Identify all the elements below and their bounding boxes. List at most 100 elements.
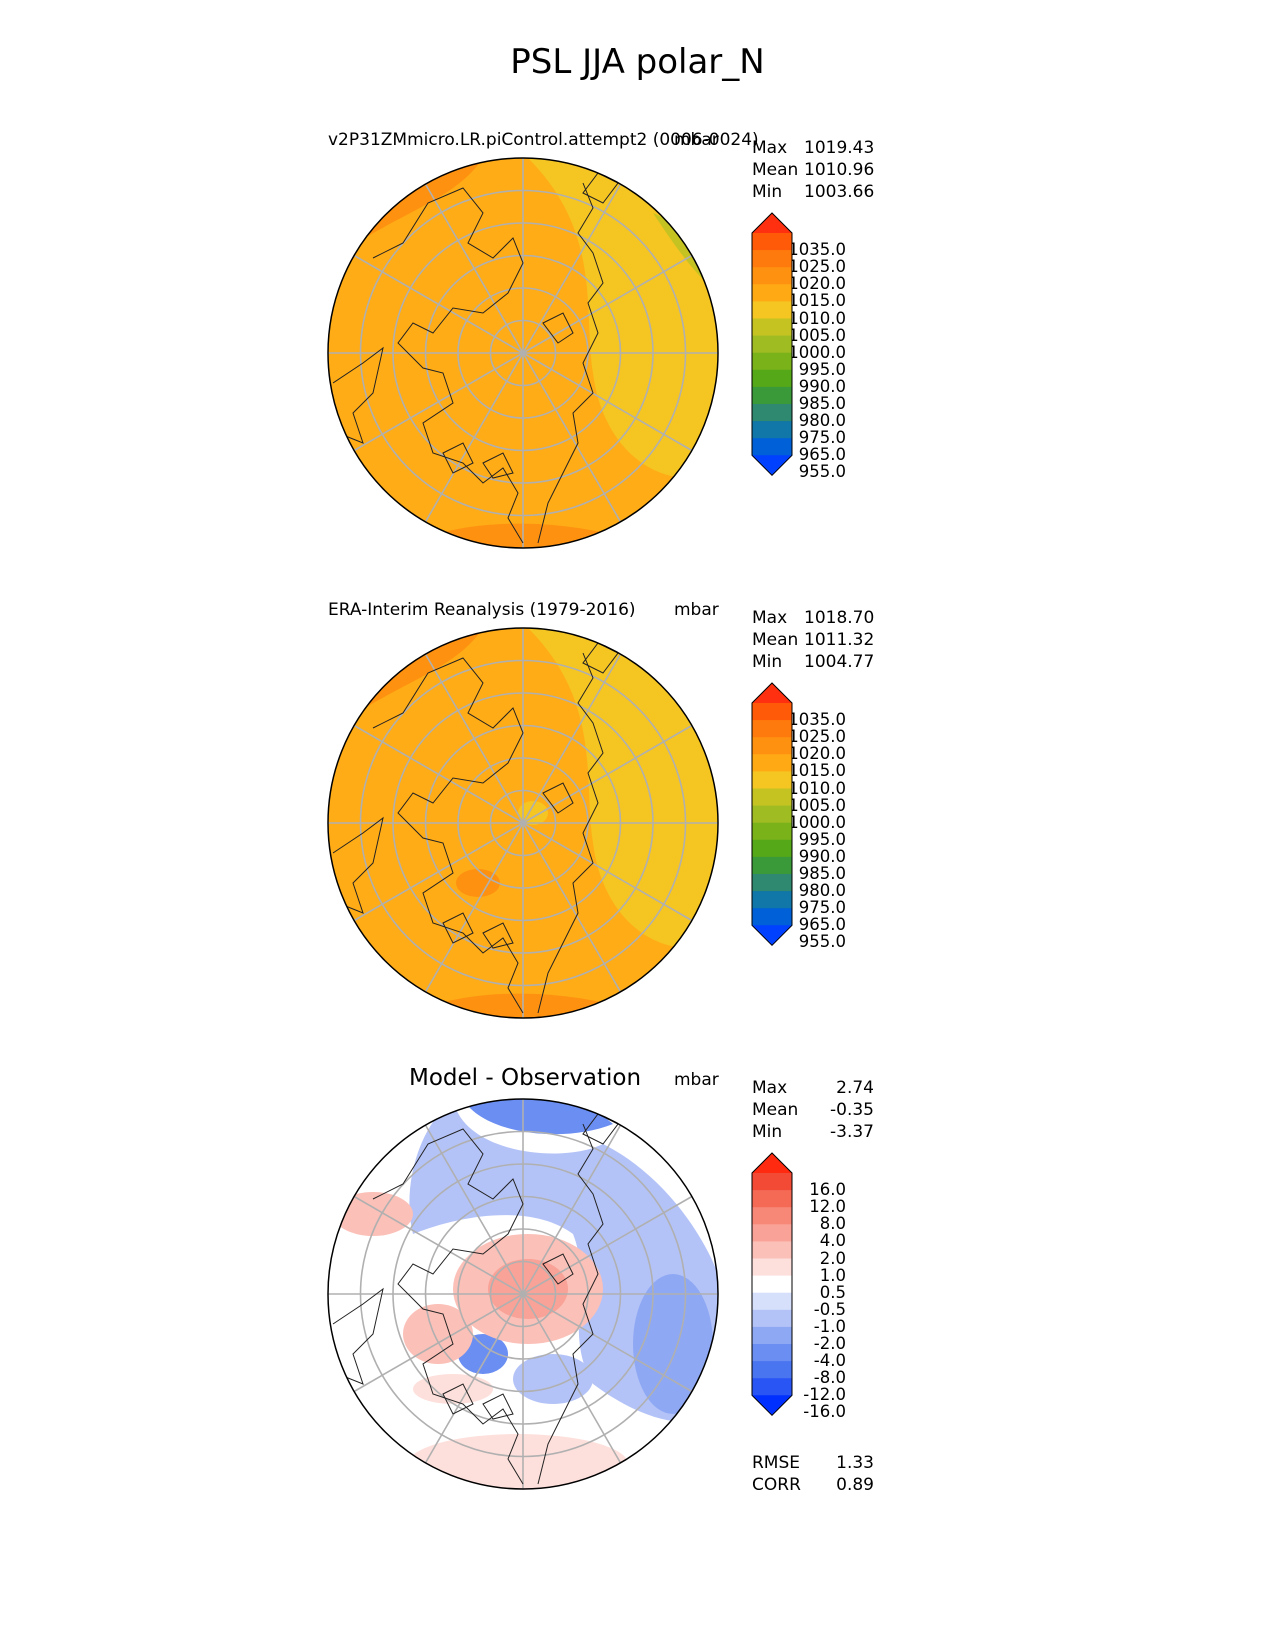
colorbar-bin <box>752 1275 792 1294</box>
meridian-line <box>522 1195 693 1295</box>
colorbar-outline <box>751 212 793 477</box>
colorbar-tick-label: 1000.0 <box>788 812 846 832</box>
colorbar-bin <box>752 1361 792 1379</box>
meridian-line <box>522 822 622 993</box>
colorbar-bin <box>752 874 792 892</box>
colorbar-tick-label: 16.0 <box>809 1180 846 1200</box>
coastline <box>542 1253 574 1285</box>
coastline <box>372 187 524 544</box>
field-contour <box>408 1434 628 1489</box>
panel-1-polar-map <box>327 157 719 549</box>
colorbar-tick-label: 4.0 <box>819 1231 846 1251</box>
colorbar-bin <box>752 839 792 858</box>
meridian-line <box>424 1124 524 1295</box>
map-field <box>328 158 718 548</box>
colorbar-bin <box>752 250 792 268</box>
colorbar-bin <box>752 335 792 354</box>
colorbar-tick-label: 2.0 <box>819 1248 846 1268</box>
coastline <box>442 1383 474 1415</box>
stat-label: Mean <box>752 160 799 180</box>
panel-3-polar-map <box>327 1098 719 1490</box>
colorbar-bin <box>752 267 792 285</box>
map-boundary <box>327 1098 719 1490</box>
colorbar-tick-label: 1010.0 <box>788 778 846 798</box>
colorbar-tick-label: 975.0 <box>798 428 846 448</box>
colorbar-bin <box>752 1326 792 1345</box>
colorbar-tick-label: 965.0 <box>798 915 846 935</box>
colorbar-bin <box>752 1207 792 1225</box>
colorbar-tick-label: 1005.0 <box>788 325 846 345</box>
stat-label: Mean <box>752 630 799 650</box>
colorbar-bin <box>752 233 792 251</box>
colorbar-tick-label: -12.0 <box>803 1385 846 1405</box>
coastline <box>482 1393 514 1420</box>
meridian-line <box>522 183 622 354</box>
colorbar-extend-max <box>752 213 792 233</box>
stat-label: Max <box>752 608 788 628</box>
colorbar-tick-label: 1005.0 <box>788 795 846 815</box>
colorbar-bin <box>752 301 792 319</box>
colorbar-tick-label: 1035.0 <box>788 710 846 730</box>
colorbar-tick-label: 1020.0 <box>788 744 846 764</box>
panel-2-stats: Max 1018.70 Mean 1011.32 Min 1004.77 <box>752 607 874 673</box>
coastline <box>542 782 574 814</box>
panel-1-title: v2P31ZMmicro.LR.piControl.attempt2 (0006… <box>328 130 759 150</box>
colorbar-tick-label: 990.0 <box>798 846 846 866</box>
panel-3-metrics: RMSE 1.33 CORR 0.89 <box>752 1452 874 1496</box>
colorbar-tick-label: 1020.0 <box>788 274 846 294</box>
meridian-line <box>353 822 524 922</box>
colorbar-tick-label: 12.0 <box>809 1197 846 1217</box>
colorbar-tick-label: -8.0 <box>813 1368 846 1388</box>
colorbar-extend-min <box>752 1395 792 1416</box>
meridian-line <box>522 724 693 824</box>
coastline <box>332 1287 384 1385</box>
coastline <box>372 657 524 1014</box>
colorbar-tick-label: 975.0 <box>798 898 846 918</box>
colorbar-tick-label: -0.5 <box>813 1299 846 1319</box>
field-contour <box>403 1304 473 1364</box>
stat-label: Max <box>752 138 788 158</box>
colorbar-tick-label: 995.0 <box>798 829 846 849</box>
coastline <box>537 652 604 1014</box>
colorbar-outline <box>751 1152 793 1417</box>
meridian-line <box>424 653 524 824</box>
colorbar-tick-label: 985.0 <box>798 864 846 883</box>
stat-label: Min <box>752 182 783 202</box>
field-contour <box>488 1259 568 1319</box>
colorbar-bin <box>752 438 792 456</box>
stat-value: -3.37 <box>830 1122 874 1142</box>
colorbar-tick-label: 955.0 <box>798 462 846 482</box>
colorbar-bin <box>752 404 792 422</box>
meridian-line <box>522 1293 622 1464</box>
colorbar-bin <box>752 908 792 926</box>
coastline <box>537 182 604 544</box>
colorbar-bin <box>752 805 792 824</box>
panel-1-units: mbar <box>674 130 719 150</box>
metric-label: RMSE <box>752 1453 801 1473</box>
colorbar-tick-label: 990.0 <box>798 376 846 396</box>
field-contour <box>456 869 500 897</box>
meridian-line <box>522 352 622 523</box>
map-field <box>328 1099 718 1489</box>
colorbar-bin <box>752 754 792 772</box>
coastline <box>372 1128 524 1485</box>
colorbar-tick-label: 985.0 <box>798 394 846 413</box>
stat-value: 2.74 <box>836 1078 874 1098</box>
colorbar-bin <box>752 1292 792 1311</box>
meridian-line <box>522 822 693 922</box>
colorbar-bin <box>752 284 792 302</box>
meridian-line <box>424 183 524 354</box>
colorbar-tick-label: 965.0 <box>798 445 846 465</box>
colorbar-bin <box>752 1173 792 1191</box>
stat-label: Max <box>752 1078 788 1098</box>
colorbar-extend-max <box>752 683 792 703</box>
field-contour <box>633 1274 713 1414</box>
colorbar-bin <box>752 1258 792 1277</box>
colorbar-bin <box>752 1190 792 1208</box>
colorbar-tick-label: 8.0 <box>819 1214 846 1234</box>
stat-label: Min <box>752 1122 783 1142</box>
colorbar-extend-min <box>752 455 792 476</box>
colorbar-bin <box>752 737 792 755</box>
stat-value: 1010.96 <box>804 160 875 180</box>
